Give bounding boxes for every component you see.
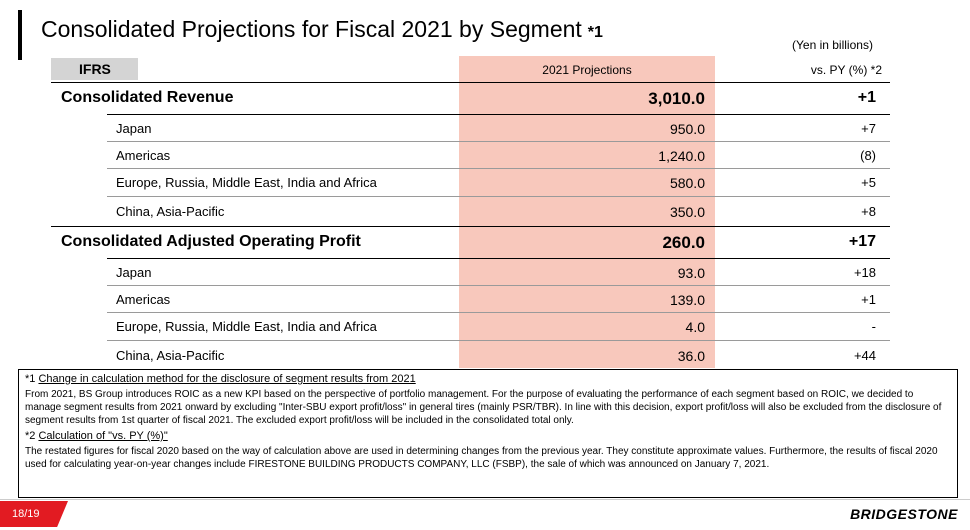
row-divider (107, 340, 890, 341)
note1-heading: Change in calculation method for the dis… (38, 373, 416, 385)
header-2021-projections: 2021 Projections (542, 63, 632, 77)
row-divider (51, 82, 890, 83)
row-label: Europe, Russia, Middle East, India and A… (116, 175, 377, 190)
note1-body: From 2021, BS Group introduces ROIC as a… (25, 389, 942, 426)
row-vs: (8) (860, 148, 876, 163)
note1-heading-line: *1 Change in calculation method for the … (25, 373, 951, 386)
row-divider (107, 312, 890, 313)
row-divider (107, 285, 890, 286)
note2-heading: Calculation of "vs. PY (%)" (38, 430, 168, 442)
row-label: Japan (116, 121, 152, 136)
header-vs-py: vs. PY (%) *2 (810, 63, 882, 77)
row-value: 260.0 (662, 233, 705, 252)
page-title-text: Consolidated Projections for Fiscal 2021… (41, 16, 582, 42)
row-value: 4.0 (685, 319, 705, 335)
footer-divider (0, 499, 970, 500)
row-vs: +8 (861, 204, 876, 219)
row-vs: +1 (857, 89, 876, 106)
row-value: 950.0 (669, 121, 705, 137)
ifrs-badge: IFRS (51, 58, 138, 80)
row-value: 36.0 (677, 348, 705, 364)
projection-column-highlight (459, 56, 715, 368)
row-label: Consolidated Revenue (61, 89, 234, 106)
row-divider (107, 168, 890, 169)
row-vs: +17 (848, 233, 876, 250)
row-value: 1,240.0 (658, 148, 705, 164)
row-divider (107, 114, 890, 115)
row-value: 139.0 (669, 292, 705, 308)
row-vs: +5 (861, 175, 876, 190)
page-number-tab: 18/19 (0, 501, 68, 527)
row-value: 93.0 (677, 265, 705, 281)
footnotes-box: *1 Change in calculation method for the … (18, 369, 958, 498)
page-title: Consolidated Projections for Fiscal 2021… (41, 16, 603, 43)
row-vs: +44 (853, 348, 876, 363)
page-title-note: *1 (587, 24, 603, 41)
row-divider (107, 258, 890, 259)
row-label: China, Asia-Pacific (116, 204, 225, 219)
row-divider (107, 141, 890, 142)
note1-marker: *1 (25, 373, 36, 385)
note2-marker: *2 (25, 430, 36, 442)
row-label: Consolidated Adjusted Operating Profit (61, 233, 361, 250)
row-vs: +18 (853, 265, 876, 280)
note2-heading-line: *2 Calculation of "vs. PY (%)" (25, 430, 951, 443)
row-label: Americas (116, 148, 171, 163)
row-label: Japan (116, 265, 152, 280)
row-label: China, Asia-Pacific (116, 348, 225, 363)
row-vs: +1 (861, 292, 876, 307)
unit-label: (Yen in billions) (792, 38, 873, 52)
row-vs: - (871, 319, 876, 334)
row-divider (51, 226, 890, 227)
row-label: Americas (116, 292, 171, 307)
note2-body: The restated figures for fiscal 2020 bas… (25, 446, 938, 470)
row-value: 3,010.0 (648, 89, 705, 108)
row-value: 580.0 (669, 175, 705, 191)
footer-band (70, 501, 970, 527)
bridgestone-logo: BRIDGESTONE (850, 506, 958, 522)
row-label: Europe, Russia, Middle East, India and A… (116, 319, 377, 334)
row-value: 350.0 (669, 204, 705, 220)
title-accent-bar (18, 10, 22, 60)
row-divider (107, 196, 890, 197)
row-vs: +7 (861, 121, 876, 136)
